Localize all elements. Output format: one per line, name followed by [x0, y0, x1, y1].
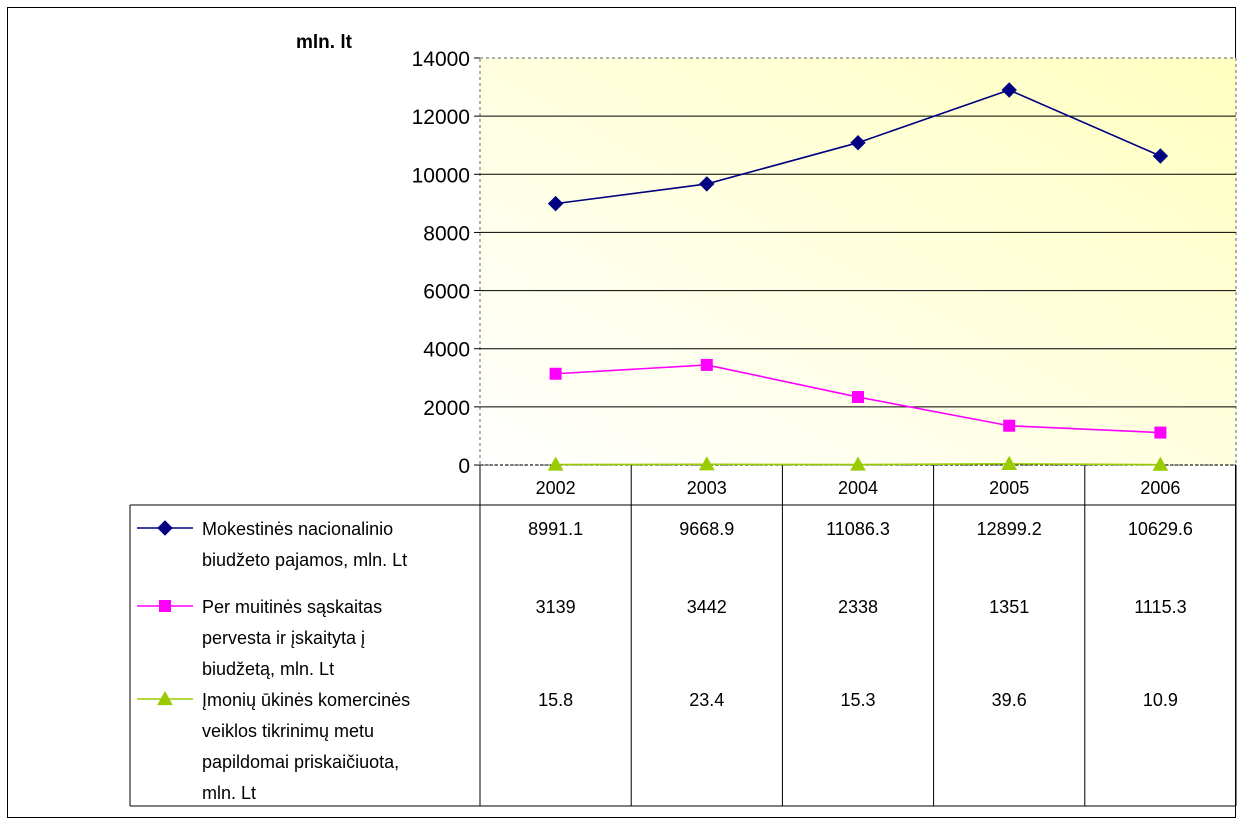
y-tick-label: 10000 [412, 164, 470, 187]
legend-key-marker [157, 690, 173, 706]
data-cell: 10629.6 [1128, 519, 1193, 539]
data-point [699, 176, 715, 192]
y-tick-label: 0 [458, 455, 470, 478]
data-cell: 8991.1 [528, 519, 583, 539]
data-cell: 9668.9 [679, 519, 734, 539]
plot-area [479, 57, 1237, 466]
data-point [1001, 82, 1017, 98]
legend-label: mln. Lt [202, 783, 256, 803]
gridlines [480, 115, 1236, 408]
y-tick-label: 14000 [412, 48, 470, 71]
category-label: 2006 [1140, 478, 1180, 498]
data-point [852, 391, 864, 404]
series-group [547, 82, 1169, 471]
legend-key-marker [157, 520, 173, 536]
data-point [1154, 426, 1167, 439]
y-axis-unit-label: mln. lt [296, 32, 353, 53]
data-cell: 15.8 [538, 690, 573, 710]
data-cell: 1351 [989, 597, 1029, 617]
data-cell: 3442 [687, 597, 727, 617]
y-tick-label: 12000 [412, 106, 470, 129]
data-point [850, 134, 866, 151]
y-tick-label: 8000 [423, 222, 470, 245]
category-label: 2002 [536, 478, 576, 498]
y-tick-label: 6000 [423, 281, 470, 304]
data-cell: 23.4 [689, 690, 724, 710]
data-cell: 15.3 [840, 690, 875, 710]
category-label: 2004 [838, 478, 878, 498]
legend-label: veiklos tikrinimų metu [202, 721, 374, 741]
data-point [698, 456, 715, 471]
data-cell: 11086.3 [826, 519, 890, 539]
data-point [547, 195, 564, 212]
legend-label: Įmonių ūkinės komercinės [202, 690, 410, 710]
category-label: 2005 [989, 478, 1029, 498]
legend-label: biudžetą, mln. Lt [202, 659, 334, 679]
legend-label: pervesta ir įskaityta į [202, 628, 365, 648]
category-label: 2003 [687, 478, 727, 498]
legend-label: Mokestinės nacionalinio [202, 519, 393, 539]
data-point [850, 456, 866, 471]
data-point [547, 456, 564, 471]
data-cell: 10.9 [1143, 690, 1178, 710]
legend-label: Per muitinės sąskaitas [202, 597, 382, 617]
data-table: 2002 2003 2004 2005 2006 Mokestinės nacionali… [129, 465, 1237, 807]
data-cell: 2338 [838, 597, 878, 617]
legend-key-marker [159, 600, 171, 612]
data-point [1003, 419, 1016, 432]
data-point [1152, 456, 1169, 471]
y-tick-label: 2000 [423, 397, 470, 420]
legend-label: papildomai priskaičiuota, [202, 752, 399, 772]
data-cell: 3139 [536, 597, 576, 617]
data-cell: 1115.3 [1134, 597, 1186, 617]
y-tick-label: 4000 [423, 339, 470, 362]
data-point [549, 367, 562, 380]
legend-label: biudžeto pajamos, mln. Lt [202, 550, 407, 570]
data-cell: 39.6 [992, 690, 1027, 710]
data-point [1001, 455, 1018, 470]
data-point [700, 358, 713, 371]
data-point [1152, 148, 1169, 164]
data-cell: 12899.2 [977, 519, 1042, 539]
